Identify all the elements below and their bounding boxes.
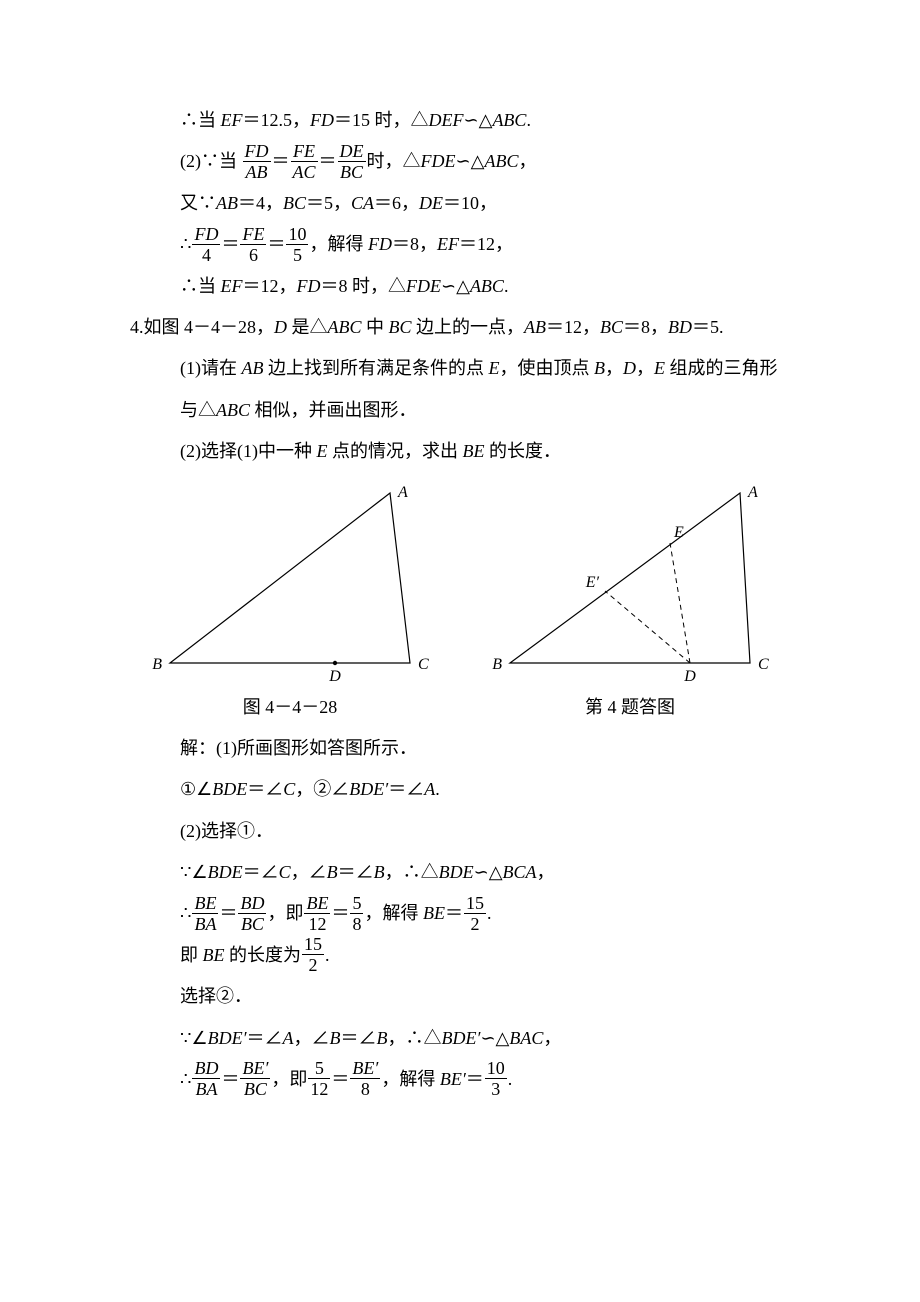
sol-line-3: (2)选择①． bbox=[130, 811, 790, 852]
q4-part1-b: 与△ABC 相似，并画出图形． bbox=[130, 390, 790, 431]
sol-line-6: 即 BE 的长度为152. bbox=[130, 935, 790, 976]
figure-2: A B C D E E′ 第 4 题答图 bbox=[490, 483, 770, 728]
svg-text:D: D bbox=[683, 668, 696, 683]
line-3: 又∵AB＝4，BC＝5，CA＝6，DE＝10， bbox=[130, 183, 790, 224]
figure-2-caption: 第 4 题答图 bbox=[490, 687, 770, 728]
sol-line-2: ①∠BDE＝∠C，②∠BDE′＝∠A. bbox=[130, 769, 790, 810]
triangle-answer-icon: A B C D E E′ bbox=[490, 483, 770, 683]
triangle-abc-icon: A B C D bbox=[150, 483, 430, 683]
svg-text:E: E bbox=[673, 524, 684, 541]
question-4: 4.如图 4－4－28，D 是△ABC 中 BC 边上的一点，AB＝12，BC＝… bbox=[130, 307, 790, 348]
line-1: ∴当 EF＝12.5，FD＝15 时，△DEF∽△ABC. bbox=[130, 100, 790, 141]
svg-text:B: B bbox=[152, 656, 162, 673]
sol-line-1: 解：(1)所画图形如答图所示． bbox=[130, 728, 790, 769]
figure-row: A B C D 图 4－4－28 A B C D E E′ 第 4 题答图 bbox=[130, 483, 790, 728]
svg-text:B: B bbox=[492, 656, 502, 673]
q4-part2: (2)选择(1)中一种 E 点的情况，求出 BE 的长度． bbox=[130, 431, 790, 472]
page: ∴当 EF＝12.5，FD＝15 时，△DEF∽△ABC. (2)∵当 FDAB… bbox=[0, 0, 920, 1302]
svg-text:C: C bbox=[418, 656, 429, 673]
svg-text:A: A bbox=[397, 484, 408, 501]
figure-1: A B C D 图 4－4－28 bbox=[150, 483, 430, 728]
q4-part1-a: (1)请在 AB 边上找到所有满足条件的点 E，使由顶点 B，D，E 组成的三角… bbox=[130, 348, 790, 389]
figure-1-caption: 图 4－4－28 bbox=[150, 687, 430, 728]
line-4: ∴FD4＝FE6＝105，解得 FD＝8，EF＝12， bbox=[130, 224, 790, 265]
line-2: (2)∵当 FDAB＝FEAC＝DEBC时，△FDE∽△ABC， bbox=[130, 141, 790, 182]
svg-text:D: D bbox=[328, 668, 341, 683]
sol-line-7: 选择②． bbox=[130, 976, 790, 1017]
sol-line-4: ∵∠BDE＝∠C，∠B＝∠B，∴△BDE∽△BCA， bbox=[130, 852, 790, 893]
line-5: ∴当 EF＝12，FD＝8 时，△FDE∽△ABC. bbox=[130, 266, 790, 307]
svg-text:C: C bbox=[758, 656, 769, 673]
svg-text:E′: E′ bbox=[585, 574, 600, 591]
sol-line-8: ∵∠BDE′＝∠A，∠B＝∠B，∴△BDE′∽△BAC， bbox=[130, 1018, 790, 1059]
sol-line-5: ∴BEBA＝BDBC，即BE12＝58，解得 BE＝152. bbox=[130, 893, 790, 934]
sol-line-9: ∴BDBA＝BE′BC，即512＝BE′8，解得 BE′＝103. bbox=[130, 1059, 790, 1100]
svg-text:A: A bbox=[747, 484, 758, 501]
